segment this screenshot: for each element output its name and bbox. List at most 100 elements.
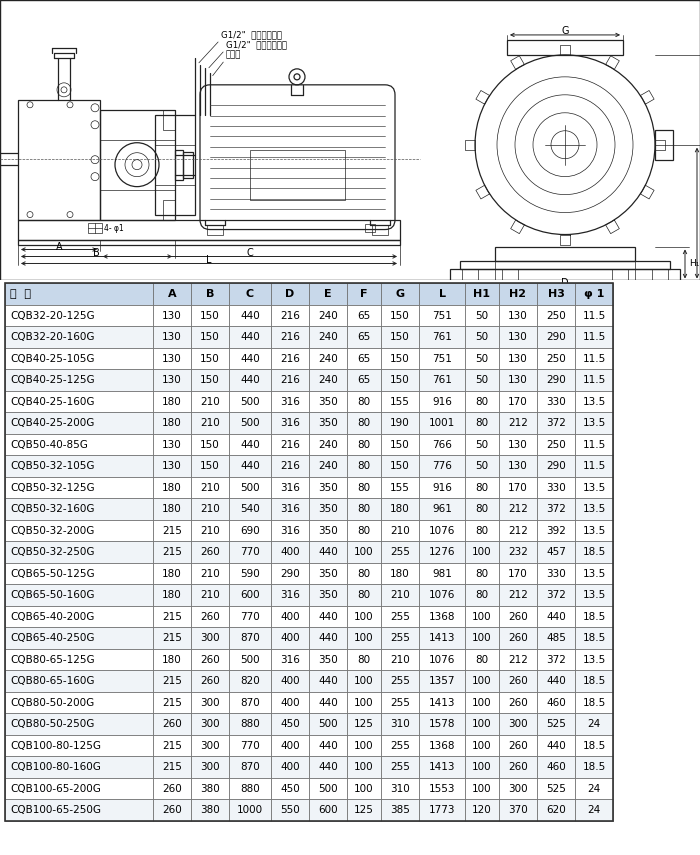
Bar (347, 434, 381, 456)
Text: 1368: 1368 (428, 740, 455, 751)
Text: 215: 215 (162, 634, 182, 643)
Bar (381, 563, 419, 585)
Text: 540: 540 (240, 504, 260, 514)
Text: 500: 500 (240, 655, 260, 664)
Text: 180: 180 (162, 397, 182, 407)
Bar (499, 799, 537, 821)
Text: 50: 50 (475, 375, 489, 386)
Text: 18.5: 18.5 (582, 676, 606, 687)
Bar (163, 199, 175, 220)
Bar (229, 735, 271, 757)
Bar (465, 348, 499, 369)
Text: 260: 260 (200, 655, 220, 664)
Bar (575, 628, 613, 649)
Text: H2: H2 (510, 289, 526, 299)
Text: 916: 916 (432, 483, 452, 492)
Text: 100: 100 (354, 698, 374, 708)
Bar (499, 585, 537, 606)
Text: 260: 260 (162, 784, 182, 793)
Text: 372: 372 (546, 504, 566, 514)
Bar (153, 498, 191, 520)
Bar (419, 541, 465, 563)
Bar (347, 692, 381, 713)
Bar (347, 327, 381, 348)
Bar (5, 434, 153, 456)
Text: CQB100-65-200G: CQB100-65-200G (10, 784, 101, 793)
Text: 150: 150 (200, 333, 220, 342)
Text: 130: 130 (508, 375, 528, 386)
Bar (499, 456, 537, 477)
Text: 385: 385 (390, 805, 410, 815)
Text: D: D (561, 279, 569, 288)
Text: 500: 500 (240, 483, 260, 492)
Bar (100, 109, 175, 220)
Text: CQB100-80-125G: CQB100-80-125G (10, 740, 101, 751)
Bar (229, 585, 271, 606)
Text: A: A (168, 289, 176, 299)
Bar (309, 670, 347, 692)
Text: 150: 150 (390, 310, 410, 321)
Text: 820: 820 (240, 676, 260, 687)
Bar (229, 628, 271, 649)
Text: 232: 232 (508, 547, 528, 557)
Bar (381, 585, 419, 606)
Text: CQB80-50-200G: CQB80-50-200G (10, 698, 94, 708)
Bar (465, 585, 499, 606)
Bar (5, 520, 153, 541)
Text: 240: 240 (318, 439, 338, 450)
Text: 440: 440 (240, 310, 260, 321)
Text: 300: 300 (200, 698, 220, 708)
Text: 500: 500 (240, 418, 260, 428)
Text: CQB80-65-125G: CQB80-65-125G (10, 655, 94, 664)
Text: 392: 392 (546, 526, 566, 536)
Text: 290: 290 (546, 333, 566, 342)
Bar (419, 606, 465, 628)
Text: 80: 80 (475, 569, 489, 579)
Bar (153, 713, 191, 735)
Bar (191, 391, 229, 412)
Text: 216: 216 (280, 461, 300, 471)
Bar (465, 456, 499, 477)
Bar (191, 541, 229, 563)
Bar (537, 305, 575, 327)
Text: 350: 350 (318, 569, 338, 579)
Bar (191, 305, 229, 327)
Bar (381, 348, 419, 369)
Bar (5, 348, 153, 369)
Bar (465, 369, 499, 391)
Bar (153, 649, 191, 670)
Bar (271, 434, 309, 456)
Bar (465, 735, 499, 757)
Bar (191, 456, 229, 477)
Text: 80: 80 (358, 439, 370, 450)
Bar (309, 757, 347, 778)
Text: 18.5: 18.5 (582, 611, 606, 622)
Text: 300: 300 (508, 719, 528, 729)
Text: 80: 80 (358, 483, 370, 492)
Text: B: B (92, 249, 99, 258)
Bar (191, 434, 229, 456)
Text: 440: 440 (240, 461, 260, 471)
Bar (18, 220, 400, 239)
Bar (153, 391, 191, 412)
Bar (153, 541, 191, 563)
Bar (575, 477, 613, 498)
Bar (465, 498, 499, 520)
Text: 770: 770 (240, 611, 260, 622)
Bar (575, 670, 613, 692)
Bar (191, 670, 229, 692)
Bar (153, 434, 191, 456)
Text: 130: 130 (162, 439, 182, 450)
Bar (309, 692, 347, 713)
Text: 130: 130 (162, 461, 182, 471)
Bar (465, 434, 499, 456)
Text: 350: 350 (318, 590, 338, 600)
Bar (347, 305, 381, 327)
Text: 1553: 1553 (428, 784, 455, 793)
Bar (347, 284, 381, 305)
Bar (381, 778, 419, 799)
Text: 216: 216 (280, 333, 300, 342)
Bar (347, 477, 381, 498)
Text: 212: 212 (508, 504, 528, 514)
Bar (419, 649, 465, 670)
